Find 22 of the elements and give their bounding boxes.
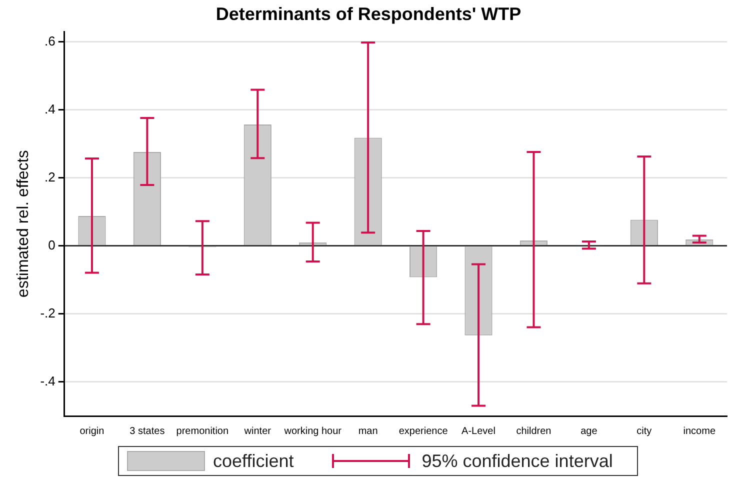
x-tick-label: A-Level [462,426,496,437]
x-tick-label: age [580,426,598,437]
x-tick-label: origin [80,426,104,437]
x-tick-label: working hour [283,426,342,437]
x-tick-label: income [683,426,716,437]
y-tick-label: -.2 [40,306,56,321]
legend-label: coefficient [213,450,294,472]
x-tick-label: premonition [176,426,229,437]
x-tick-label: city [636,426,652,437]
y-tick-label: 0 [48,237,56,252]
y-tick-label: .4 [44,101,56,116]
text: 95% confidence interval [422,450,613,472]
x-tick-label: children [516,426,552,437]
y-tick-label: -.4 [40,374,56,389]
chart-title: Determinants of Respondents' WTP [216,4,522,24]
x-tick-label: man [358,426,378,437]
y-axis-title: estimated rel. effects [15,150,32,298]
y-tick-label: .2 [44,169,56,184]
x-tick-label: winter [243,426,272,437]
y-tick-label: .6 [44,33,56,48]
x-tick-label: experience [398,426,448,437]
x-tick-label: 3 states [130,426,165,437]
